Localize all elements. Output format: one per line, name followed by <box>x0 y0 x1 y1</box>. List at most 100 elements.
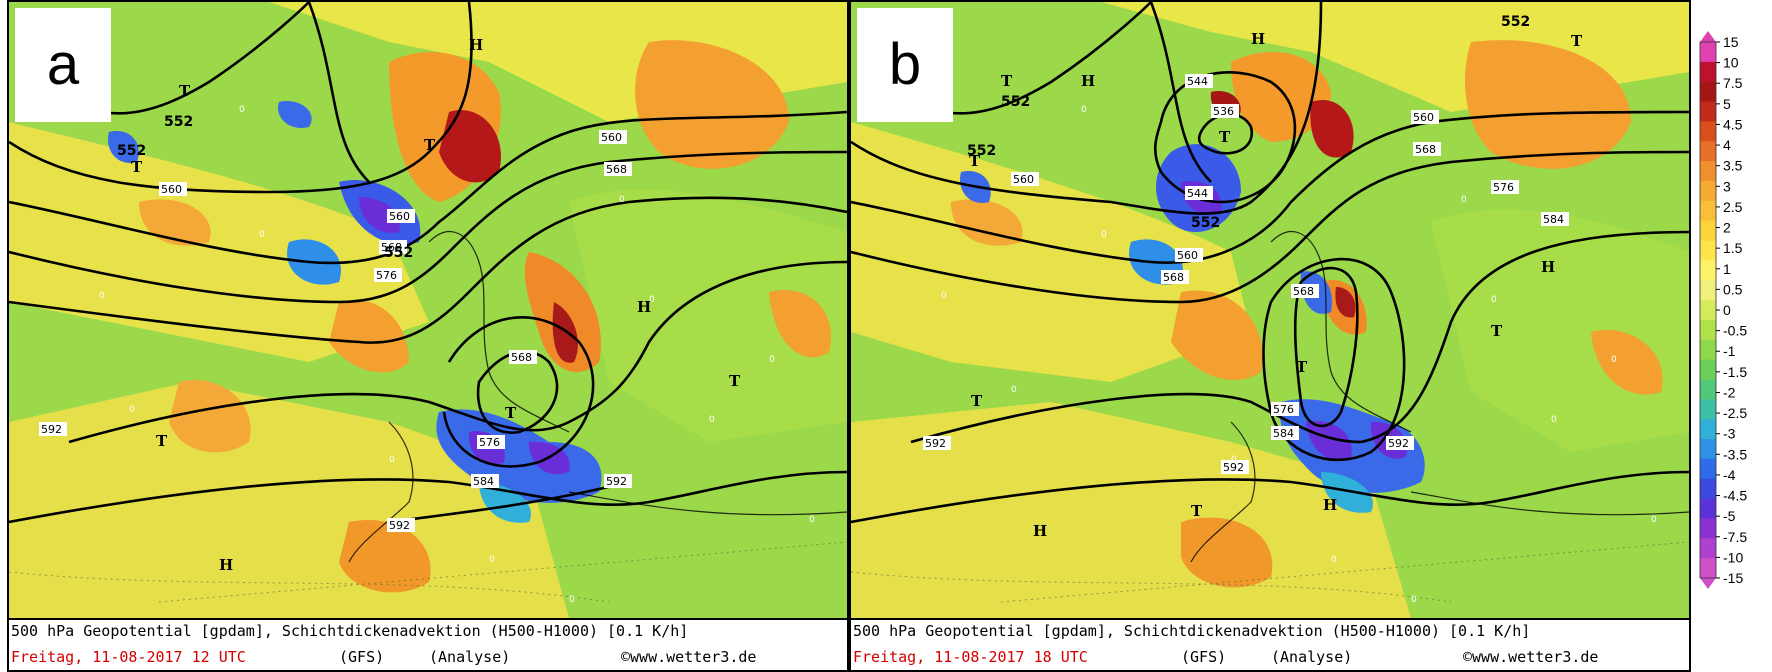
high-center-label: H <box>219 556 233 574</box>
svg-text:0: 0 <box>1101 230 1107 240</box>
low-center-label: T <box>1191 502 1203 520</box>
footer-description: 500 hPa Geopotential [gpdam], Schichtdic… <box>853 622 1531 640</box>
svg-text:0: 0 <box>1011 385 1017 395</box>
footer-model: (GFS) <box>339 648 385 666</box>
svg-text:0: 0 <box>1461 195 1467 205</box>
svg-text:0: 0 <box>809 515 815 525</box>
isoline-label: 592 <box>1223 461 1244 474</box>
isoline-label: 552 <box>384 245 413 261</box>
legend-label: -4.5 <box>1723 488 1747 504</box>
isoline-label: 560 <box>1177 249 1198 262</box>
legend-label: 1 <box>1723 261 1731 277</box>
legend-arrow-bottom <box>1700 578 1716 589</box>
isoline-label: 560 <box>389 210 410 223</box>
legend-swatch <box>1700 161 1716 182</box>
isoline-label: 592 <box>1388 437 1409 450</box>
legend-label: 4.5 <box>1723 116 1743 132</box>
high-center-label: H <box>1251 30 1265 48</box>
isoline-label: 544 <box>1187 75 1208 88</box>
svg-text:0: 0 <box>489 555 495 565</box>
legend-swatch <box>1700 558 1716 579</box>
svg-text:0: 0 <box>1231 455 1237 465</box>
isoline-label: 568 <box>511 351 532 364</box>
low-center-label: T <box>1296 358 1308 376</box>
low-center-label: T <box>1491 322 1503 340</box>
isoline-label: 592 <box>925 437 946 450</box>
low-center-label: T <box>1571 32 1583 50</box>
svg-text:0: 0 <box>941 291 947 301</box>
color-legend: 15 10 7.5 5 4.5 4 3.5 3 2.5 2 1.5 1 0.5 0 -0.5 -1 -1.5 -2… <box>1699 31 1747 589</box>
legend-swatch <box>1700 180 1716 202</box>
svg-text:0: 0 <box>239 105 245 115</box>
isoline-label: 592 <box>389 519 410 532</box>
legend-swatch <box>1700 141 1716 162</box>
panel-letter: b <box>857 8 953 122</box>
legend-swatch <box>1700 220 1716 242</box>
map-footer: 500 hPa Geopotential [gpdam], Schichtdic… <box>9 618 847 670</box>
low-center-label: T <box>971 392 983 410</box>
isoline-label: 568 <box>606 163 627 176</box>
legend-swatch <box>1700 42 1716 63</box>
high-center-label: H <box>469 36 483 54</box>
legend-label: -2.5 <box>1723 405 1747 421</box>
isoline-label: 576 <box>1273 403 1294 416</box>
isoline-label: 568 <box>381 241 402 254</box>
map-footer: 500 hPa Geopotential [gpdam], Schichtdic… <box>851 618 1689 670</box>
legend-label: -5 <box>1723 508 1736 524</box>
high-center-label: H <box>1033 522 1047 540</box>
svg-text:0: 0 <box>1411 595 1417 605</box>
legend-swatch <box>1700 419 1716 440</box>
legend-label: 4 <box>1723 137 1731 153</box>
isoline-label: 544 <box>1187 187 1208 200</box>
legend-swatch <box>1700 399 1716 420</box>
legend-swatch <box>1700 498 1716 519</box>
svg-text:0: 0 <box>1491 295 1497 305</box>
svg-text:0: 0 <box>569 595 575 605</box>
panel-letter: a <box>15 8 111 122</box>
svg-text:0: 0 <box>129 405 135 415</box>
legend-label: 10 <box>1723 55 1739 71</box>
low-center-label: T <box>156 432 168 450</box>
isoline-label: 576 <box>1493 181 1514 194</box>
svg-text:0: 0 <box>1331 555 1337 565</box>
legend-label: 5 <box>1723 96 1731 112</box>
high-center-label: H <box>1541 258 1555 276</box>
legend-label: -3 <box>1723 426 1736 442</box>
legend-arrow-top <box>1700 31 1716 42</box>
footer-model: (GFS) <box>1181 648 1227 666</box>
legend-swatch <box>1700 200 1716 222</box>
footer-date: Freitag, 11-08-2017 18 UTC <box>853 648 1088 666</box>
map-b: 536 544 544 560 568 568 576 584 592 592 … <box>851 2 1689 618</box>
footer-source: ©www.wetter3.de <box>1463 648 1599 666</box>
svg-text:0: 0 <box>1651 515 1657 525</box>
isoline-label: 536 <box>1213 105 1234 118</box>
footer-source: ©www.wetter3.de <box>621 648 757 666</box>
legend-label: -4 <box>1723 467 1736 483</box>
low-center-label: T <box>729 372 741 390</box>
high-center-label: H <box>1081 72 1095 90</box>
isoline-label: 576 <box>376 269 397 282</box>
legend-label: -1.5 <box>1723 364 1747 380</box>
legend-label: -7.5 <box>1723 529 1747 545</box>
isoline-label: 568 <box>1293 285 1314 298</box>
high-center-label: H <box>1323 496 1337 514</box>
svg-text:0: 0 <box>99 291 105 301</box>
legend-label: 3.5 <box>1723 158 1743 174</box>
svg-text:0: 0 <box>1551 415 1557 425</box>
legend-swatch <box>1700 458 1716 480</box>
svg-text:0: 0 <box>709 415 715 425</box>
legend-label: 1.5 <box>1723 240 1743 256</box>
legend-swatch <box>1700 359 1716 380</box>
legend-swatch <box>1700 81 1716 103</box>
legend-label: 3 <box>1723 178 1731 194</box>
legend-swatch <box>1700 538 1716 559</box>
svg-text:0: 0 <box>389 455 395 465</box>
svg-text:0: 0 <box>1611 355 1617 365</box>
svg-text:0: 0 <box>1081 105 1087 115</box>
legend-swatch <box>1700 518 1716 539</box>
isoline-label: 568 <box>1415 143 1436 156</box>
isoline-label: 584 <box>473 475 494 488</box>
isoline-label: 560 <box>1013 173 1034 186</box>
legend-label: 0.5 <box>1723 281 1743 297</box>
legend-swatch <box>1700 439 1716 460</box>
